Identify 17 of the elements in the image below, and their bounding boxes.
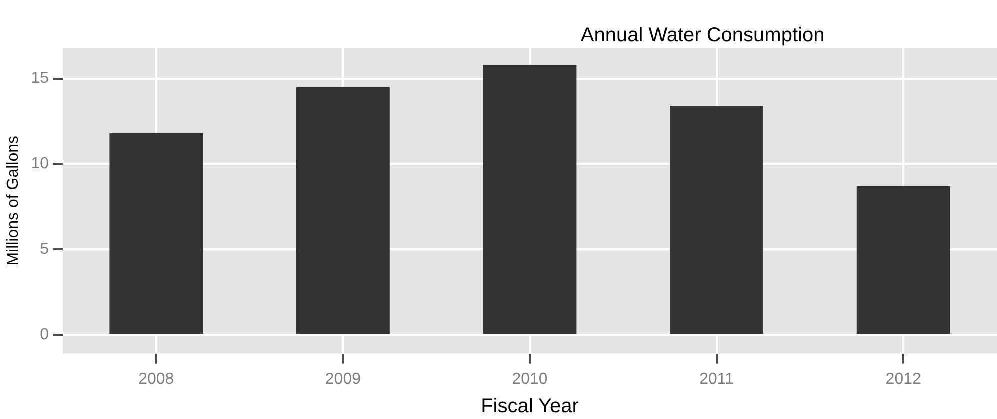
x-axis-title: Fiscal Year	[481, 396, 580, 418]
x-tick-label: 2009	[325, 370, 362, 388]
y-tick-label: 0	[40, 326, 50, 344]
bar	[296, 87, 390, 334]
bar	[483, 65, 577, 334]
bar	[670, 106, 764, 334]
y-axis-title: Millions of Gallons	[5, 136, 22, 266]
x-tick-label: 2008	[138, 370, 174, 388]
chart-title: Annual Water Consumption	[580, 24, 825, 47]
y-tick-label: 15	[31, 70, 50, 88]
bar	[110, 133, 204, 334]
x-tick-label: 2012	[886, 370, 922, 388]
x-tick-label: 2010	[512, 370, 548, 388]
bar	[856, 186, 950, 334]
y-tick-label: 10	[31, 156, 50, 173]
x-tick-label: 2011	[700, 370, 734, 388]
y-tick-label: 5	[40, 240, 50, 258]
